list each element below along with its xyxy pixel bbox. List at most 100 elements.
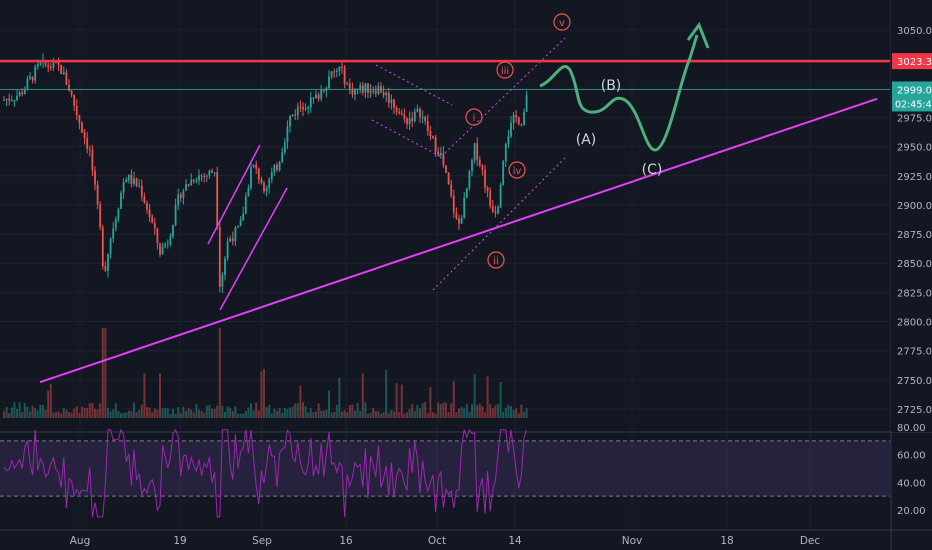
volume-bar bbox=[109, 411, 112, 418]
volume-bar bbox=[133, 402, 135, 418]
volume-bar bbox=[268, 404, 271, 418]
candle-body bbox=[13, 99, 16, 101]
candle-body bbox=[283, 142, 286, 153]
candle-body bbox=[10, 100, 13, 102]
candle-body bbox=[400, 113, 403, 115]
volume-bar bbox=[252, 410, 255, 418]
volume-bar bbox=[200, 410, 203, 418]
candle-body bbox=[354, 89, 356, 95]
volume-bar bbox=[70, 412, 73, 418]
candle-body bbox=[520, 124, 523, 126]
candle-body bbox=[403, 114, 406, 119]
volume-bar bbox=[99, 403, 102, 418]
rsi-tick-label: 60.00 bbox=[897, 451, 926, 462]
volume-bar bbox=[525, 408, 528, 418]
volume-bar bbox=[57, 411, 60, 418]
volume-bar bbox=[198, 409, 200, 418]
wave-label: i bbox=[473, 113, 476, 124]
volume-bar bbox=[424, 402, 427, 418]
volume-bar bbox=[60, 413, 63, 418]
candle-body bbox=[138, 185, 141, 187]
candlestick-series bbox=[3, 53, 528, 294]
volume-bar bbox=[211, 408, 213, 418]
volume-bar bbox=[55, 412, 57, 418]
dotted-channel-line[interactable] bbox=[432, 157, 566, 291]
candle-body bbox=[374, 90, 377, 94]
candle-body bbox=[465, 188, 468, 198]
projection-path[interactable] bbox=[539, 34, 699, 152]
volume-bar bbox=[281, 413, 284, 418]
candle-body bbox=[151, 216, 154, 223]
candle-body bbox=[237, 226, 239, 228]
dotted-channel-line[interactable] bbox=[371, 119, 448, 161]
rsi-band bbox=[0, 440, 890, 497]
volume-bar bbox=[463, 408, 466, 418]
volume-bar bbox=[166, 408, 169, 418]
channel-line-lower[interactable] bbox=[219, 187, 288, 311]
candle-body bbox=[504, 144, 507, 162]
volume-bar bbox=[494, 405, 497, 418]
volume-bar bbox=[10, 407, 13, 418]
time-tick-label: 14 bbox=[508, 535, 522, 547]
candle-body bbox=[421, 117, 424, 119]
candle-body bbox=[330, 71, 333, 77]
volume-bar bbox=[335, 404, 338, 418]
candle-body bbox=[304, 108, 307, 110]
candle-body bbox=[239, 220, 242, 227]
wave-label: iv bbox=[513, 166, 522, 177]
candle-body bbox=[68, 84, 70, 91]
wave-label-circle bbox=[487, 251, 505, 269]
volume-bar bbox=[502, 411, 505, 418]
volume-bar bbox=[169, 413, 172, 418]
time-tick-label: Aug bbox=[70, 535, 91, 547]
candle-body bbox=[515, 115, 518, 118]
candle-body bbox=[434, 137, 437, 152]
volume-bar bbox=[231, 411, 234, 418]
candle-body bbox=[294, 114, 297, 116]
volume-bar bbox=[153, 408, 156, 418]
candle-body bbox=[489, 190, 492, 207]
volume-bar bbox=[257, 410, 260, 418]
candle-body bbox=[143, 196, 146, 203]
candle-body bbox=[359, 85, 362, 90]
candle-body bbox=[91, 149, 94, 171]
volume-bars bbox=[3, 328, 528, 418]
volume-bar bbox=[341, 411, 343, 418]
volume-bar bbox=[372, 408, 375, 418]
candle-body bbox=[216, 172, 219, 227]
last-price-label: 2999.0 bbox=[897, 85, 932, 96]
candle-body bbox=[88, 148, 91, 150]
candle-body bbox=[224, 258, 226, 275]
volume-bar bbox=[260, 371, 263, 418]
candle-body bbox=[96, 184, 99, 205]
volume-bar bbox=[343, 409, 346, 418]
candle-body bbox=[164, 244, 167, 247]
candle-body bbox=[140, 185, 143, 197]
support-trendline[interactable] bbox=[39, 97, 878, 384]
volume-bar bbox=[185, 411, 187, 418]
volume-bar bbox=[195, 404, 198, 418]
dotted-channel-line[interactable] bbox=[375, 64, 453, 106]
candle-body bbox=[86, 138, 89, 149]
candle-body bbox=[146, 202, 148, 210]
candle-body bbox=[31, 76, 34, 81]
rsi-axis[interactable]: 20.00 40.00 60.00 80.00 bbox=[897, 423, 926, 517]
candle-body bbox=[486, 187, 489, 191]
volume-bar bbox=[403, 413, 406, 418]
volume-bar bbox=[416, 404, 419, 418]
candle-body bbox=[398, 111, 401, 114]
channel-line-upper[interactable] bbox=[207, 144, 261, 245]
time-axis[interactable]: Aug 19 Sep 16 Oct 14 Nov 18 Dec bbox=[70, 535, 821, 547]
volume-bar bbox=[23, 402, 26, 418]
candle-body bbox=[291, 114, 294, 116]
candle-body bbox=[169, 236, 172, 244]
candle-body bbox=[130, 174, 133, 184]
candle-body bbox=[525, 95, 528, 112]
volume-bar bbox=[31, 405, 34, 418]
candle-body bbox=[346, 83, 349, 85]
volume-bar bbox=[190, 409, 193, 418]
volume-bar bbox=[120, 413, 122, 418]
price-axis[interactable]: 2725.0 2750.0 2775.0 2800.0 2825.0 2850.0 2875… bbox=[891, 0, 932, 432]
